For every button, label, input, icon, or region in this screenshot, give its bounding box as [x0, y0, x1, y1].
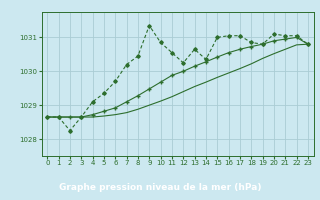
Text: Graphe pression niveau de la mer (hPa): Graphe pression niveau de la mer (hPa)	[59, 183, 261, 192]
